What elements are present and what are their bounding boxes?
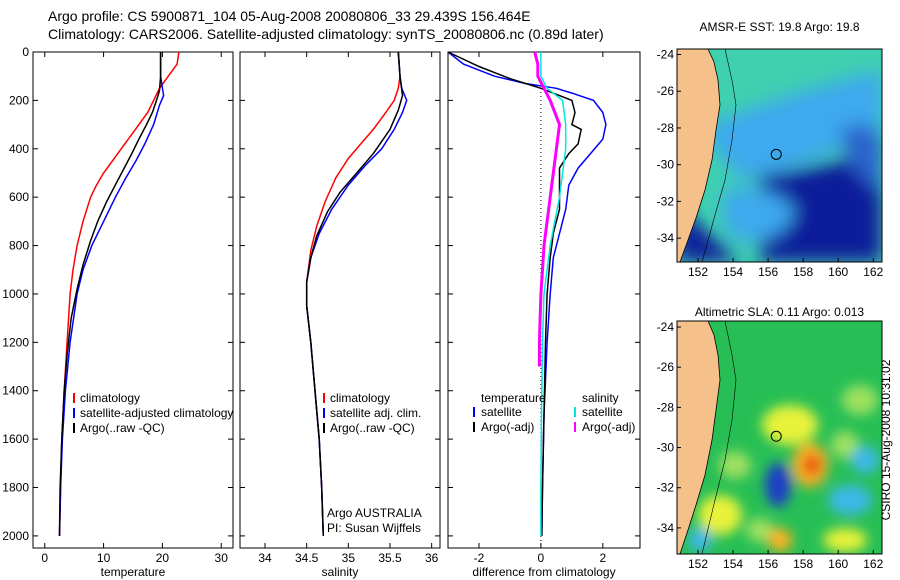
x-tick-label: 0 xyxy=(41,551,48,565)
float-position-marker xyxy=(770,430,782,442)
map-x-tick-label: 158 xyxy=(793,557,813,571)
map-y-tick-label: -34 xyxy=(657,231,675,245)
legend-entry: satellite adj. clim. xyxy=(330,406,421,420)
map-x-tick-label: 156 xyxy=(758,265,778,279)
sla-land xyxy=(677,321,720,554)
map-y-tick-label: -24 xyxy=(657,48,675,62)
sla-field-patches xyxy=(688,385,879,552)
series-line xyxy=(58,52,165,536)
map-frame xyxy=(676,48,883,263)
sst-map xyxy=(677,49,882,262)
figure-title-line1: Argo profile: CS 5900871_104 05-Aug-2008… xyxy=(48,8,531,24)
x-tick-label: 20 xyxy=(156,551,170,565)
float-position-marker xyxy=(770,148,782,160)
map-x-tick-label: 158 xyxy=(793,265,813,279)
legend-entry: climatology xyxy=(330,391,390,405)
legend-title: salinity xyxy=(582,391,619,405)
x-axis-label: difference from climatology xyxy=(472,565,615,579)
sst-shelf-contour xyxy=(701,49,737,262)
x-tick-label: 36 xyxy=(425,551,439,565)
plot-frame xyxy=(239,51,441,549)
y-tick-label: 0 xyxy=(22,45,29,59)
annotation-text: Argo AUSTRALIA xyxy=(327,506,422,520)
map-x-tick-label: 160 xyxy=(828,557,848,571)
map-x-tick-label: 160 xyxy=(828,265,848,279)
legend-entry: satellite xyxy=(582,405,623,419)
legend-entry: Argo(-adj) xyxy=(481,420,534,434)
sla-map xyxy=(677,321,882,554)
sla-shelf-contour xyxy=(701,321,737,554)
map-x-tick-label: 154 xyxy=(723,265,743,279)
map-y-tick-label: -30 xyxy=(657,158,675,172)
x-tick-label: 34.5 xyxy=(295,551,319,565)
sst-field-patches xyxy=(677,70,882,262)
legend-title: temperature xyxy=(481,391,546,405)
y-tick-label: 200 xyxy=(9,93,29,107)
map-title: AMSR-E SST: 19.8 Argo: 19.8 xyxy=(699,20,859,34)
y-tick-label: 1600 xyxy=(2,432,29,446)
x-tick-label: 35.5 xyxy=(378,551,402,565)
map-x-tick-label: 152 xyxy=(688,265,708,279)
map-title: Altimetric SLA: 0.11 Argo: 0.013 xyxy=(695,305,865,319)
map-axes-2: 152 154 156 158 160 162 -24 -26 -28 -30 -32 -34 Alti… xyxy=(657,305,884,571)
x-tick-label: 0 xyxy=(538,551,545,565)
map-y-tick-label: -34 xyxy=(657,521,675,535)
profile-panel-2: 34 34.5 35 35.5 36 salinity climatologysatelli… xyxy=(239,51,441,579)
y-tick-label: 800 xyxy=(9,239,29,253)
series-line xyxy=(540,52,567,536)
y-tick-label: 1200 xyxy=(2,335,29,349)
x-tick-label: 35 xyxy=(342,551,356,565)
map-y-tick-label: -24 xyxy=(657,320,675,334)
series-line xyxy=(533,51,562,367)
legend-entry: Argo(..raw -QC) xyxy=(80,421,165,435)
x-tick-label: 30 xyxy=(215,551,229,565)
series-line xyxy=(447,51,583,536)
map-x-tick-label: 162 xyxy=(863,265,883,279)
annotation-text: PI: Susan Wijffels xyxy=(327,521,421,535)
x-tick-label: -2 xyxy=(474,551,485,565)
legend-entry: satellite-adjusted climatology xyxy=(80,406,233,420)
profile-panel-1: 0 10 20 30 0 200 400 600 800 1000 1200 1400 1600 1800… xyxy=(2,45,234,579)
x-axis-label: temperature xyxy=(101,565,166,579)
map-frame xyxy=(676,320,883,555)
y-tick-label: 2000 xyxy=(2,529,29,543)
side-timestamp-label: CSIRO 15-Aug-2008 10:31:02 xyxy=(879,359,893,520)
map-y-tick-label: -26 xyxy=(657,360,675,374)
x-tick-label: 34 xyxy=(258,551,272,565)
map-x-tick-label: 152 xyxy=(688,557,708,571)
map-y-tick-label: -30 xyxy=(657,441,675,455)
sst-land xyxy=(677,49,720,262)
plot-frame xyxy=(32,51,234,549)
y-tick-label: 1000 xyxy=(2,287,29,301)
sst-coastline xyxy=(679,49,721,262)
map-y-tick-label: -32 xyxy=(657,481,675,495)
series-line xyxy=(447,51,607,536)
figure-title-line2: Climatology: CARS2006. Satellite-adjuste… xyxy=(48,26,604,42)
map-x-tick-label: 162 xyxy=(863,557,883,571)
y-tick-label: 600 xyxy=(9,190,29,204)
series-line xyxy=(58,52,162,536)
x-axis-label: salinity xyxy=(322,565,359,579)
map-y-tick-label: -26 xyxy=(657,84,675,98)
legend-entry: Argo(-adj) xyxy=(582,420,635,434)
series-line xyxy=(305,51,404,536)
y-tick-label: 400 xyxy=(9,142,29,156)
y-tick-label: 1400 xyxy=(2,384,29,398)
x-tick-label: 10 xyxy=(97,551,111,565)
map-y-tick-label: -28 xyxy=(657,121,675,135)
x-tick-label: 2 xyxy=(599,551,606,565)
y-tick-label: 1800 xyxy=(2,481,29,495)
sla-coastline xyxy=(679,321,721,554)
map-y-tick-label: -28 xyxy=(657,400,675,414)
legend-entry: satellite xyxy=(481,405,522,419)
map-axes-1: 152 154 156 158 160 162 -24 -26 -28 -30 -32 -34 AMSR… xyxy=(657,20,884,279)
legend-entry: climatology xyxy=(80,391,140,405)
map-y-tick-label: -32 xyxy=(657,194,675,208)
map-x-tick-label: 156 xyxy=(758,557,778,571)
map-x-tick-label: 154 xyxy=(723,557,743,571)
legend-entry: Argo(..raw -QC) xyxy=(330,421,415,435)
